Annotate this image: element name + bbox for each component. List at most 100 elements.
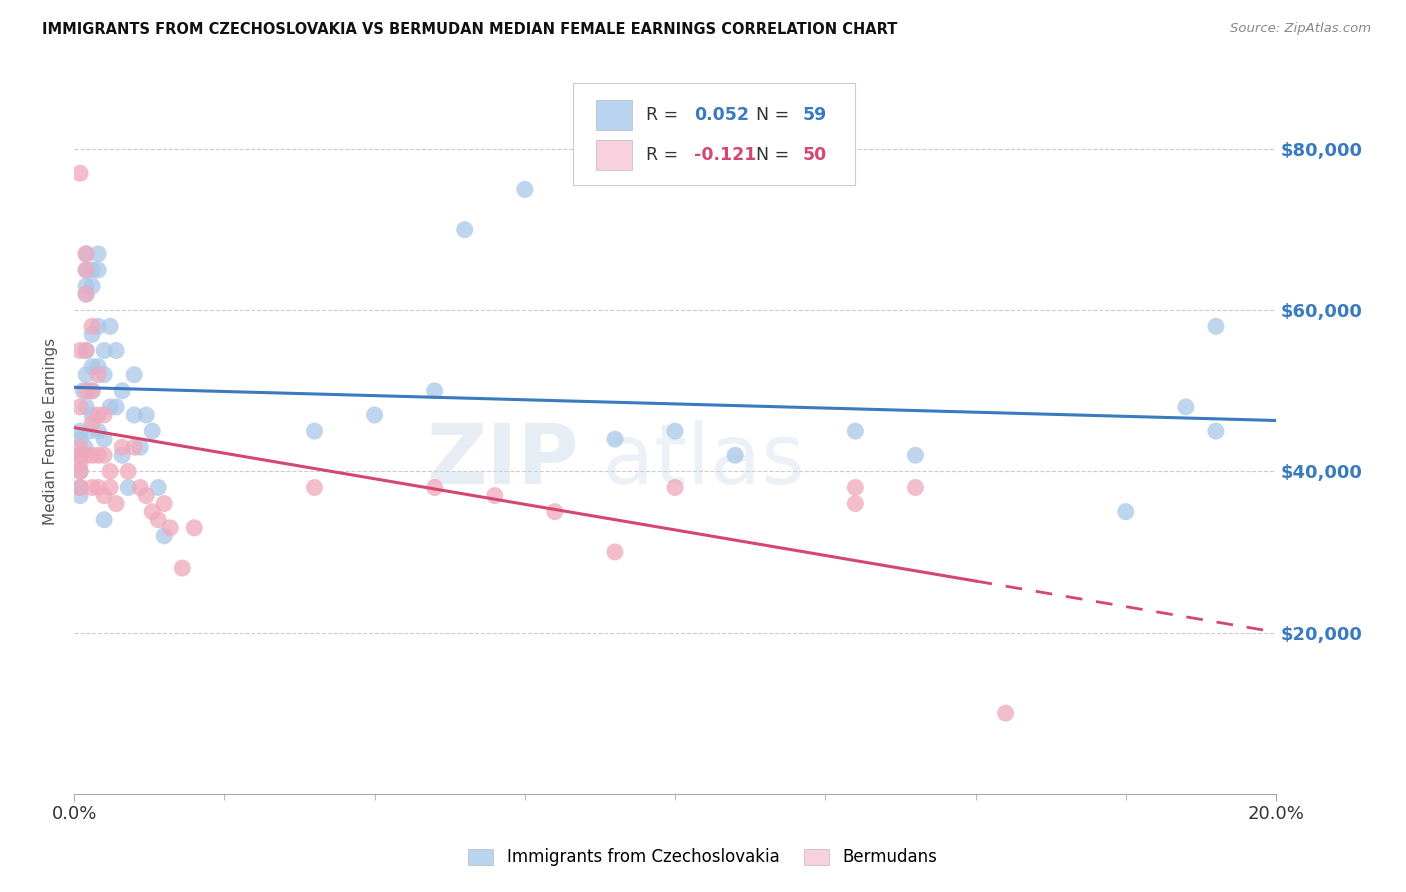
Point (122, 408, 145, 422)
Text: N =: N = (745, 106, 794, 124)
Point (93, 513, 115, 527)
Point (183, 521, 205, 535)
Point (75, 263, 97, 277)
Point (1205, 319, 1227, 334)
Text: 0.052: 0.052 (695, 106, 749, 124)
Point (153, 529, 176, 543)
Point (93, 432, 115, 446)
Text: 59: 59 (803, 106, 827, 124)
Point (363, 408, 385, 422)
Y-axis label: Median Female Earnings: Median Female Earnings (44, 337, 58, 524)
Point (75, 448, 97, 462)
Point (93, 368, 115, 382)
Point (75, 247, 97, 261)
Point (304, 424, 326, 438)
Point (98, 481, 121, 495)
Point (93, 489, 115, 503)
Point (111, 440, 134, 454)
Point (105, 400, 128, 414)
Point (75, 279, 97, 293)
Point (77, 424, 100, 438)
Point (69, 432, 91, 446)
Point (75, 368, 97, 382)
Point (172, 561, 194, 575)
Point (75, 247, 97, 261)
Point (603, 545, 626, 559)
Point (75, 287, 97, 301)
Point (69, 481, 91, 495)
Point (82, 263, 104, 277)
FancyBboxPatch shape (572, 83, 855, 185)
Point (87, 481, 110, 495)
Point (122, 440, 145, 454)
Point (148, 513, 170, 527)
Point (135, 489, 157, 503)
Point (98, 464, 121, 478)
Point (304, 481, 326, 495)
Point (111, 448, 134, 462)
Point (87, 263, 110, 277)
Point (69, 343, 91, 358)
Text: N =: N = (745, 145, 794, 164)
Text: ZIP: ZIP (426, 419, 579, 500)
Point (98, 319, 121, 334)
Point (1115, 505, 1137, 519)
Point (69, 440, 91, 454)
Point (844, 481, 866, 495)
Point (87, 408, 110, 422)
Point (75, 384, 97, 398)
Point (148, 481, 170, 495)
FancyBboxPatch shape (596, 100, 631, 130)
Point (122, 368, 145, 382)
Text: R =: R = (647, 145, 683, 164)
Point (82, 327, 104, 342)
Point (111, 384, 134, 398)
Text: R =: R = (647, 106, 683, 124)
Point (153, 497, 176, 511)
Point (69, 464, 91, 478)
Point (904, 448, 927, 462)
Point (105, 343, 128, 358)
Point (69, 489, 91, 503)
Point (82, 481, 104, 495)
Point (423, 384, 446, 398)
Point (69, 456, 91, 470)
Point (75, 343, 97, 358)
Point (69, 400, 91, 414)
Text: 50: 50 (803, 145, 827, 164)
Point (69, 481, 91, 495)
Point (82, 408, 104, 422)
Point (844, 424, 866, 438)
Point (454, 222, 477, 236)
Point (82, 448, 104, 462)
Point (87, 359, 110, 374)
Point (105, 497, 128, 511)
Point (664, 481, 686, 495)
Point (93, 408, 115, 422)
Point (664, 424, 686, 438)
Point (544, 505, 567, 519)
Point (87, 448, 110, 462)
Point (93, 448, 115, 462)
Point (75, 287, 97, 301)
Point (75, 343, 97, 358)
Point (72, 384, 94, 398)
Point (141, 505, 163, 519)
Point (159, 521, 181, 535)
Point (484, 489, 506, 503)
Point (98, 400, 121, 414)
Point (844, 497, 866, 511)
Point (75, 400, 97, 414)
Point (69, 448, 91, 462)
Point (513, 182, 536, 196)
Point (69, 448, 91, 462)
Point (93, 343, 115, 358)
Point (423, 481, 446, 495)
Point (73, 440, 96, 454)
Legend: Immigrants from Czechoslovakia, Bermudans: Immigrants from Czechoslovakia, Bermudan… (460, 840, 946, 875)
Text: Source: ZipAtlas.com: Source: ZipAtlas.com (1230, 22, 1371, 36)
Point (87, 368, 110, 382)
Point (994, 706, 1017, 720)
FancyBboxPatch shape (596, 139, 631, 170)
Point (1174, 400, 1197, 414)
